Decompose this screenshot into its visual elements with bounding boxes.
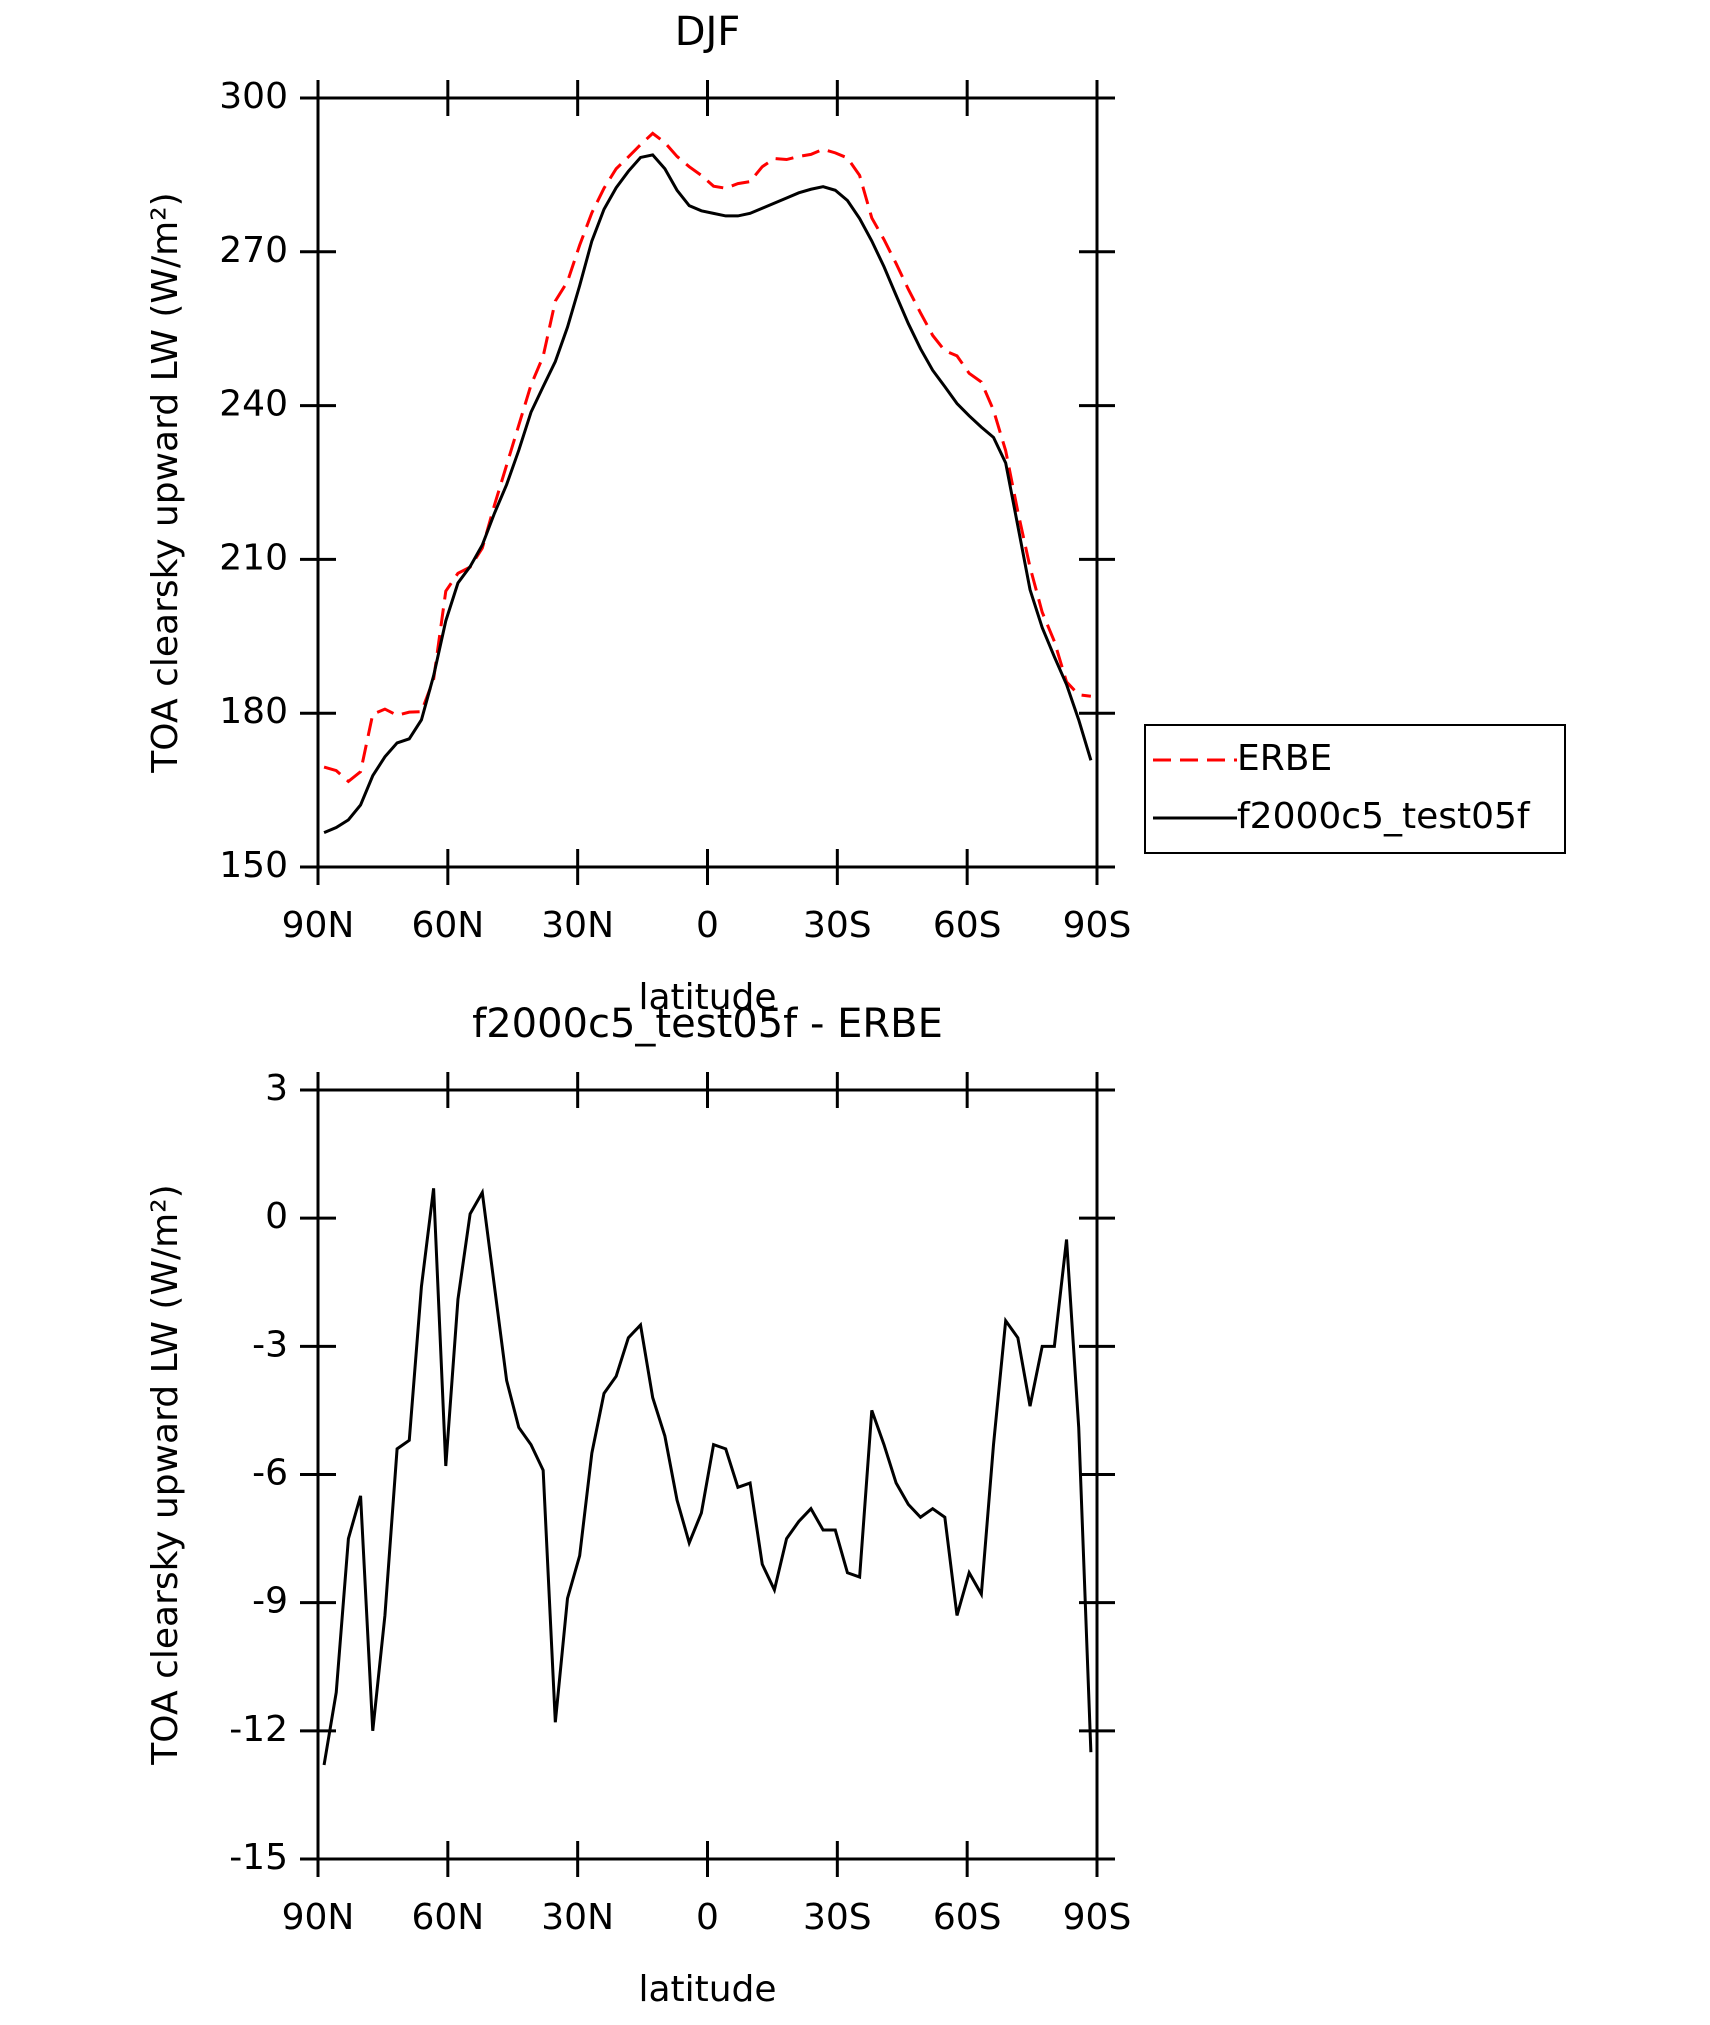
x-tick-label: 60S (933, 1897, 1002, 1938)
x-tick-label: 30N (541, 905, 614, 946)
x-tick-label: 60N (411, 905, 484, 946)
y-tick-label: 180 (219, 691, 288, 732)
y-axis-label: TOA clearsky upward LW (W/m²) (145, 1184, 186, 1765)
y-tick-label: -12 (229, 1709, 288, 1750)
x-tick-label: 0 (696, 905, 719, 946)
x-tick-label: 90S (1063, 1897, 1132, 1938)
y-tick-label: 300 (219, 76, 288, 117)
y-tick-label: 270 (219, 230, 288, 271)
y-tick-label: -3 (252, 1324, 288, 1365)
data-line (322, 1187, 1093, 1766)
x-tick-label: 0 (696, 1897, 719, 1938)
y-tick-label: -6 (252, 1453, 288, 1494)
y-tick-label: 3 (265, 1068, 288, 1109)
data-line (323, 131, 1092, 784)
y-tick-label: -15 (229, 1837, 288, 1878)
data-line (323, 153, 1093, 835)
legend-label: f2000c5_test05f (1237, 796, 1531, 837)
x-axis-label: latitude (638, 1969, 776, 2010)
y-tick-label: 240 (219, 384, 288, 425)
x-tick-label: 30S (803, 905, 872, 946)
y-tick-label: -9 (252, 1581, 288, 1622)
x-tick-label: 90N (282, 1897, 355, 1938)
y-axis-label: TOA clearsky upward LW (W/m²) (145, 192, 186, 773)
x-tick-label: 60S (933, 905, 1002, 946)
x-axis-label: latitude (638, 977, 776, 1018)
chart-title: f2000c5_test05f - ERBE (472, 1001, 943, 1047)
x-tick-label: 30S (803, 1897, 872, 1938)
x-tick-label: 90N (282, 905, 355, 946)
chart-title: DJF (675, 9, 741, 55)
y-tick-label: 150 (219, 845, 288, 886)
x-tick-label: 60N (411, 1897, 484, 1938)
x-tick-label: 30N (541, 1897, 614, 1938)
legend-label: ERBE (1237, 738, 1332, 779)
y-tick-label: 0 (265, 1196, 288, 1237)
x-tick-label: 90S (1063, 905, 1132, 946)
y-tick-label: 210 (219, 537, 288, 578)
legend-box (1144, 724, 1566, 854)
